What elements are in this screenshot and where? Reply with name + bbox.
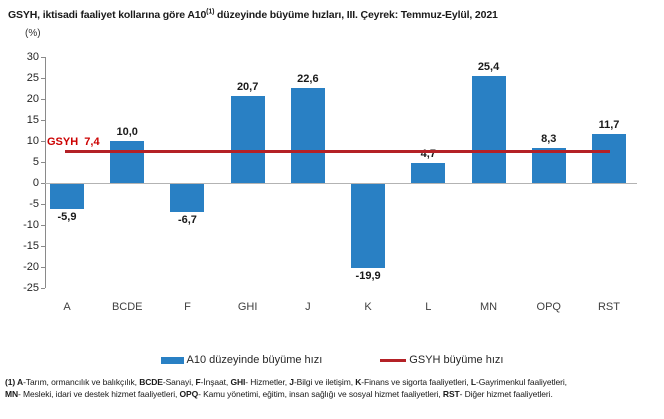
footnote-line-2: MN- Mesleki, idari ve destek hizmet faal…	[5, 388, 661, 400]
zero-axis-line	[45, 183, 637, 184]
reference-line	[65, 150, 610, 154]
bar	[230, 96, 265, 183]
footnote-segment: L	[470, 377, 476, 387]
bar	[290, 88, 325, 183]
footnote-segment: -İnşaat,	[200, 377, 231, 387]
chart-title-text: GSYH, iktisadi faaliyet kollarına göre A…	[8, 9, 207, 21]
y-axis-unit-label: (%)	[25, 28, 41, 39]
chart-title: GSYH, iktisadi faaliyet kollarına göre A…	[8, 8, 498, 22]
y-tick-mark	[41, 120, 45, 121]
footnote-segment: - Mesleki, idari ve destek hizmet faaliy…	[18, 389, 180, 399]
footnote-segment: GHI	[230, 377, 246, 387]
footnote-line-1: (1) A-Tarım, ormancılık ve balıkçılık, B…	[5, 376, 661, 388]
bar-value-label: 22,6	[297, 73, 319, 86]
y-tick-mark	[41, 204, 45, 205]
footnote-segment: - Kamu yönetimi, eğitim, insan sağlığı v…	[198, 389, 443, 399]
footnote-segment: OPQ	[179, 389, 199, 399]
footnote-segment: BCDE	[139, 377, 163, 387]
bar-value-label: 20,7	[236, 81, 259, 94]
y-tick-label: -25	[23, 281, 39, 294]
bar-value-label: 10,0	[116, 126, 138, 138]
y-tick-label: -10	[23, 218, 39, 231]
footnote-segment: -Finans ve sigorta faaliyetleri,	[361, 377, 471, 387]
footnote-segment: -Tarım, ormancılık ve balıkçılık,	[23, 377, 140, 387]
y-tick-label: 30	[26, 50, 39, 63]
y-tick-label: -20	[23, 260, 39, 273]
reference-line-label: GSYH 7,4	[47, 135, 100, 148]
bar-value-label: -19,9	[355, 269, 381, 282]
footnote-segment: (1) A	[5, 377, 24, 387]
bar	[170, 184, 205, 213]
footnote-segment: K	[355, 377, 362, 387]
bar	[411, 163, 446, 183]
y-tick-mark	[41, 57, 45, 58]
x-category-label: OPQ	[536, 301, 561, 313]
x-category-label: BCDE	[111, 301, 143, 313]
x-category-label: GHI	[237, 301, 258, 313]
legend-item-gsyh: GSYH büyüme hızı	[380, 354, 503, 366]
bar	[531, 148, 566, 183]
bar-value-label: 11,7	[598, 118, 620, 131]
legend-line-label: GSYH büyüme hızı	[409, 354, 504, 366]
x-category-label: K	[364, 301, 372, 313]
y-tick-mark	[41, 141, 45, 142]
x-category-label: L	[425, 301, 432, 313]
footnote-segment: J	[289, 377, 294, 387]
y-tick-label: -15	[23, 239, 39, 252]
y-tick-label: 10	[26, 134, 39, 147]
y-tick-label: 0	[32, 176, 39, 189]
y-tick-mark	[41, 267, 45, 268]
x-category-label: RST	[597, 301, 620, 313]
bar	[110, 141, 145, 183]
footnote-segment: F	[195, 377, 201, 387]
bar	[471, 76, 506, 183]
chart-title-footnote-marker: (1)	[206, 8, 215, 16]
y-tick-label: -5	[29, 197, 39, 210]
bar	[50, 184, 84, 209]
chart-title-period: düzeyinde büyüme hızları, III. Çeyrek: T…	[214, 9, 498, 21]
x-category-label: A	[63, 301, 71, 313]
y-tick-label: 15	[26, 113, 39, 126]
footnote-segment: -Bilgi ve iletişim,	[293, 377, 356, 387]
footnote-segment: -Gayrimenkul faaliyetleri,	[475, 377, 567, 387]
footnote: (1) A-Tarım, ormancılık ve balıkçılık, B…	[5, 376, 661, 400]
footnote-segment: RST	[442, 389, 460, 399]
x-category-label: F	[184, 301, 191, 313]
y-tick-label: 20	[26, 92, 39, 105]
bar-value-label: 25,4	[477, 61, 500, 74]
x-category-label: MN	[479, 301, 498, 313]
y-tick-mark	[41, 225, 45, 226]
y-tick-mark	[41, 78, 45, 79]
bar-value-label: -6,7	[177, 214, 197, 227]
legend: A10 düzeyinde büyüme hızı GSYH büyüme hı…	[0, 354, 664, 366]
bar-value-label: 8,3	[541, 133, 557, 146]
y-tick-label: 25	[26, 71, 39, 84]
plot-area: 30 25 20 15 10 5 0 -5 -10 -15 -20 -25 -5,9 A 10,0 BCDE -…	[23, 51, 637, 313]
footnote-segment: MN	[5, 389, 19, 399]
y-tick-mark	[41, 288, 45, 289]
bar	[591, 133, 626, 183]
legend-bar-swatch	[160, 356, 184, 364]
y-tick-mark	[41, 246, 45, 247]
y-axis-line	[45, 57, 46, 288]
footnote-segment: - Hizmetler,	[245, 377, 290, 387]
footnote-segment: -Sanayi,	[162, 377, 196, 387]
bar	[351, 184, 386, 268]
legend-bar-label: A10 düzeyinde büyüme hızı	[186, 354, 323, 366]
legend-line-swatch	[380, 358, 407, 362]
y-tick-mark	[41, 183, 45, 184]
legend-item-a10: A10 düzeyinde büyüme hızı	[160, 354, 323, 366]
bar-value-label: -5,9	[57, 210, 77, 223]
y-tick-mark	[41, 99, 45, 100]
x-category-label: J	[305, 301, 311, 313]
y-tick-mark	[41, 162, 45, 163]
y-tick-label: 5	[32, 155, 39, 168]
footnote-segment: - Diğer hizmet faaliyetleri.	[459, 389, 553, 399]
